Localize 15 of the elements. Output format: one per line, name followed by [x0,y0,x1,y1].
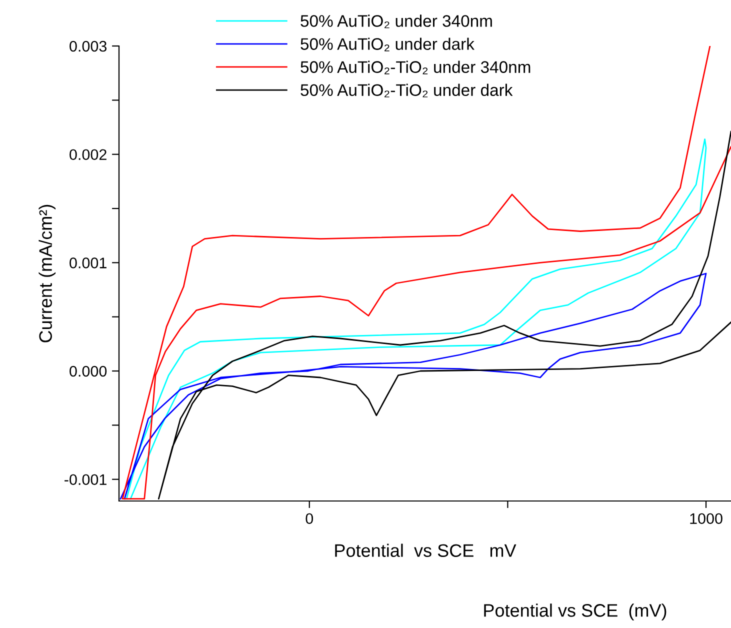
y-axis-title: Current (mA/cm²) [38,204,56,342]
legend-label: 50% AuTiO₂ under dark [300,38,474,52]
y-tick-label: 0.000 [70,366,107,377]
y-tick-label: 0.002 [70,149,106,160]
x-tick-label: 0 [306,513,314,524]
y-tick-label: 0.001 [70,258,106,268]
x-tick-label: 1000 [690,513,722,524]
y-tick-label: 0.003 [70,40,107,52]
legend-label: 50% AuTiO₂-TiO₂ under dark [300,84,513,98]
legend-label: 50% AuTiO₂-TiO₂ under 340nm [300,60,530,74]
text: Potential vs SCE (mV) [484,604,666,620]
x-axis-title: Potential vs SCE mV [335,544,516,557]
y-tick-label: -0.001 [64,474,106,486]
legend-label: 50% AuTiO₂ under 340nm [300,14,492,28]
line-series [120,272,707,500]
